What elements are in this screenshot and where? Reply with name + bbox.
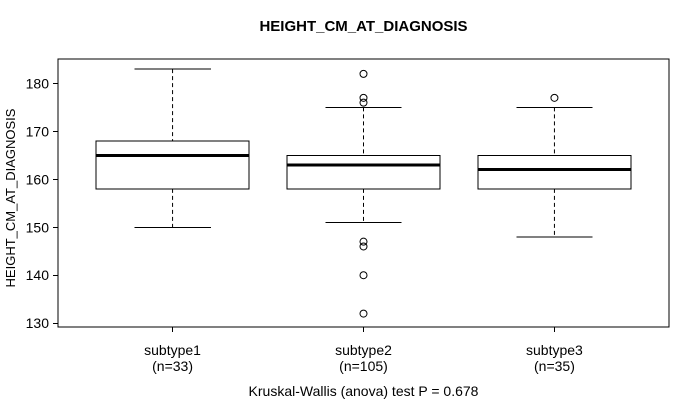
iqr-box-subtype2	[286, 154, 441, 190]
outlier-point-subtype2	[359, 237, 368, 246]
x-category-label-subtype1: subtype1	[144, 342, 201, 358]
outlier-point-subtype3	[550, 93, 559, 102]
outlier-point-subtype2	[359, 309, 368, 318]
x-category-label-subtype2: subtype2	[335, 342, 392, 358]
chart-title: HEIGHT_CM_AT_DIAGNOSIS	[259, 18, 468, 35]
y-tick-label: 140	[26, 267, 50, 283]
stat-test-annotation: Kruskal-Wallis (anova) test P = 0.678	[248, 383, 479, 399]
x-category-sublabel-subtype3: (n=35)	[534, 358, 575, 374]
outlier-point-subtype2	[359, 271, 368, 280]
x-category-label-subtype3: subtype3	[526, 342, 583, 358]
y-tick-label: 130	[26, 315, 50, 331]
y-tick-label: 160	[26, 171, 50, 187]
y-tick-label: 180	[26, 75, 50, 91]
outlier-point-subtype2	[359, 69, 368, 78]
x-category-sublabel-subtype2: (n=105)	[339, 358, 388, 374]
outlier-point-subtype2	[359, 242, 368, 251]
outlier-point-subtype2	[359, 98, 368, 107]
iqr-box-subtype3	[477, 154, 632, 190]
y-axis-title: HEIGHT_CM_AT_DIAGNOSIS	[3, 108, 18, 288]
y-tick-label: 170	[26, 123, 50, 139]
iqr-box-subtype1	[95, 140, 250, 190]
x-category-sublabel-subtype1: (n=33)	[152, 358, 193, 374]
y-tick-label: 150	[26, 219, 50, 235]
outlier-point-subtype2	[359, 93, 368, 102]
